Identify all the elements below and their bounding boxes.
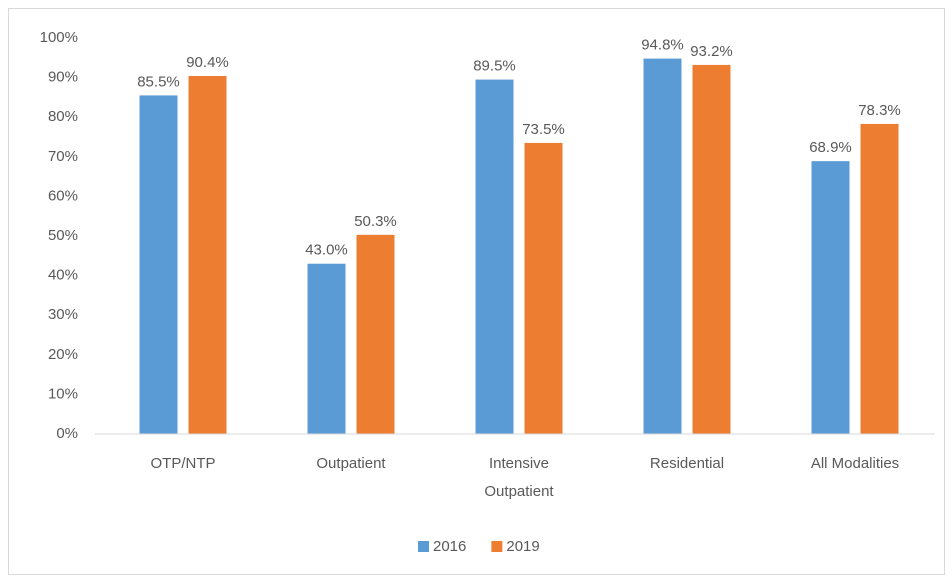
- x-tick-label: Intensive Outpatient: [484, 455, 554, 500]
- x-tick-label: OTP/NTP: [150, 455, 215, 472]
- value-label: 89.5%: [473, 58, 516, 75]
- bar: [524, 142, 563, 434]
- value-label: 73.5%: [522, 121, 565, 138]
- x-tick-label: Outpatient: [316, 455, 386, 472]
- x-tick-label: All Modalities: [811, 455, 899, 472]
- bar: [860, 123, 899, 434]
- x-tick-label: Residential: [650, 455, 724, 472]
- y-tick-label: 60%: [48, 187, 78, 204]
- bar: [139, 95, 178, 435]
- value-label: 78.3%: [858, 102, 901, 119]
- value-label: 94.8%: [641, 37, 684, 54]
- bar: [307, 263, 346, 434]
- bar: [475, 79, 514, 434]
- value-label: 90.4%: [186, 54, 229, 71]
- bar: [643, 58, 682, 434]
- bar: [692, 64, 731, 434]
- y-tick-label: 40%: [48, 267, 78, 284]
- value-label: 93.2%: [690, 43, 733, 60]
- bar: [356, 234, 395, 434]
- y-tick-label: 70%: [48, 148, 78, 165]
- y-tick-label: 100%: [40, 29, 78, 46]
- y-tick-label: 20%: [48, 346, 78, 363]
- value-label: 85.5%: [137, 73, 180, 90]
- legend-label: 2016: [433, 538, 466, 555]
- value-label: 68.9%: [809, 139, 852, 156]
- y-tick-label: 10%: [48, 385, 78, 402]
- value-label: 50.3%: [354, 213, 397, 230]
- y-tick-label: 50%: [48, 227, 78, 244]
- bar: [188, 76, 227, 435]
- legend-swatch: [491, 541, 503, 552]
- legend-label: 2019: [506, 538, 539, 555]
- bar: [811, 161, 850, 434]
- y-tick-label: 90%: [48, 69, 78, 86]
- value-label: 43.0%: [305, 242, 348, 259]
- y-tick-label: 80%: [48, 108, 78, 125]
- y-tick-label: 0%: [56, 425, 78, 442]
- legend-swatch: [418, 541, 429, 552]
- y-tick-label: 30%: [48, 306, 78, 323]
